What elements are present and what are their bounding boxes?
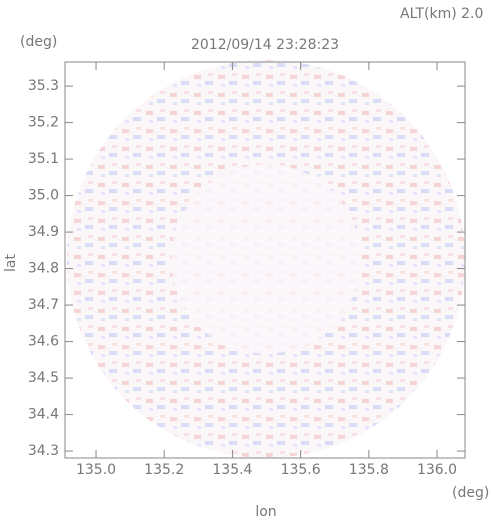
y-tick-label: 35.3	[28, 78, 59, 94]
x-tick-label: 135.6	[281, 462, 321, 478]
y-tick-label: 34.3	[28, 443, 59, 459]
y-tick-label: 35.2	[28, 115, 59, 131]
axes: 34.3 34.4 34.5 34.6 34.7 34.8 34.9 35.0 35.1 35.2…	[28, 62, 465, 478]
chart-title: 2012/09/14 23:28:23	[191, 37, 339, 53]
y-tick-label: 34.4	[28, 407, 59, 423]
y-tick-label: 34.9	[28, 224, 59, 240]
y-tick-label: 34.5	[28, 370, 59, 386]
x-label: lon	[255, 504, 276, 520]
radar-center	[171, 164, 361, 354]
plot-frame	[64, 61, 466, 459]
y-tick-label: 34.6	[28, 334, 59, 350]
annotation: ALT(km) 2.0	[400, 6, 483, 22]
y-tick-label: 34.8	[28, 261, 59, 277]
y-tick-label: 34.7	[28, 297, 59, 313]
y-unit: (deg)	[20, 34, 57, 50]
x-tick-label: 135.4	[212, 462, 252, 478]
x-tick-label: 135.2	[144, 462, 184, 478]
x-unit: (deg)	[452, 485, 489, 501]
y-label: lat	[3, 254, 19, 272]
x-tick-label: 135.8	[349, 462, 389, 478]
x-tick-label: 135.0	[76, 462, 116, 478]
x-tick-label: 136.0	[417, 462, 457, 478]
y-tick-label: 35.1	[28, 151, 59, 167]
y-tick-label: 35.0	[28, 188, 59, 204]
